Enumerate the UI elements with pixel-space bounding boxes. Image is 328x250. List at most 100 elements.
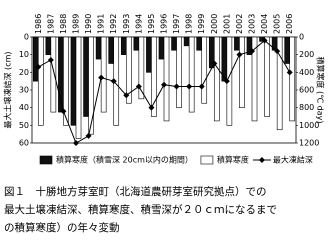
x-tick-label: 2003 — [248, 14, 257, 34]
marker — [186, 83, 193, 90]
y-tick-label: 0 — [24, 33, 29, 42]
bar — [188, 36, 195, 113]
legend-label: 最大凍結深 — [273, 155, 313, 165]
bar — [120, 36, 127, 55]
legend-label: 積算寒度（積雪深 20cm以内の期間） — [56, 155, 193, 165]
marker — [161, 81, 167, 88]
bar — [251, 36, 258, 122]
x-tick-label: 1986 — [34, 14, 43, 34]
y-tick-label: 30 — [19, 86, 29, 95]
marker — [47, 56, 54, 63]
x-tick-label: 2002 — [235, 14, 244, 34]
y-tick-label: 10 — [19, 50, 29, 59]
caption: 最大土壌凍結深、積算寒度、積雪深が２０ｃｍになるまで — [4, 203, 277, 216]
y2-tick-label: 400 — [299, 68, 314, 77]
marker — [274, 48, 281, 55]
bar — [32, 36, 39, 82]
marker — [173, 83, 180, 90]
marker — [286, 69, 293, 76]
marker — [98, 74, 105, 81]
marker — [73, 140, 79, 146]
marker — [236, 51, 243, 58]
bar — [271, 36, 278, 51]
bar — [151, 36, 157, 117]
x-tick-label: 1987 — [46, 14, 55, 34]
bar — [213, 36, 220, 122]
y2-tick-label: 600 — [299, 86, 314, 95]
bar — [88, 36, 94, 135]
bar — [138, 36, 145, 100]
bar — [183, 36, 190, 47]
x-tick-label: 1999 — [197, 14, 206, 34]
x-tick-label: 1994 — [134, 14, 143, 34]
x-tick-label: 2001 — [222, 14, 231, 34]
x-tick-label: 1992 — [109, 14, 118, 34]
x-tick-label: 2000 — [210, 14, 219, 34]
legend-label: 積算寒度 — [217, 155, 249, 165]
bar — [201, 36, 208, 104]
bar — [37, 36, 44, 126]
bar — [50, 36, 57, 113]
bar — [108, 36, 115, 64]
marker — [135, 83, 142, 90]
x-tick-label: 1997 — [172, 14, 181, 34]
legend-swatch — [39, 155, 53, 165]
marker — [60, 108, 67, 115]
marker — [85, 132, 92, 139]
marker — [123, 92, 130, 99]
bar — [234, 36, 240, 51]
bar — [63, 36, 69, 126]
y2-tick-label: 1000 — [299, 121, 319, 130]
x-tick-label: 2005 — [273, 14, 282, 34]
x-tick-label: 1993 — [122, 14, 131, 34]
caption: 図１ 十勝地方芽室町（北海道農研芽室研究拠点）での — [4, 185, 267, 198]
x-tick-label: 1998 — [185, 14, 194, 34]
y2-tick-label: 1200 — [299, 139, 319, 148]
marker — [110, 78, 117, 85]
y-tick-label: 20 — [19, 68, 29, 77]
y2-tick-label: 800 — [299, 103, 314, 112]
bar — [125, 36, 132, 104]
marker — [35, 64, 42, 71]
marker — [223, 78, 230, 85]
bar — [176, 36, 182, 108]
x-tick-label: 1989 — [72, 14, 81, 34]
legend-swatch — [258, 157, 265, 163]
bar — [284, 36, 291, 64]
y2-tick-label: 200 — [299, 50, 314, 59]
x-tick-label: 1988 — [59, 14, 68, 34]
x-tick-label: 2006 — [285, 14, 294, 34]
bar — [196, 36, 203, 51]
bar — [264, 36, 270, 117]
bar — [158, 36, 165, 60]
bar — [133, 36, 140, 51]
x-tick-label: 2004 — [260, 14, 269, 34]
y-tick-label: 60 — [19, 139, 29, 148]
marker — [211, 60, 218, 67]
marker — [261, 37, 268, 44]
bar — [95, 36, 102, 60]
bar — [75, 36, 82, 139]
bar — [239, 36, 245, 108]
y-tick-label: 40 — [19, 103, 29, 112]
marker — [198, 83, 205, 90]
bar — [163, 36, 170, 122]
y-tick-label: 50 — [19, 121, 29, 130]
x-tick-label: 1991 — [97, 14, 106, 34]
legend-swatch — [200, 155, 214, 165]
x-tick-label: 1996 — [160, 14, 169, 34]
bar — [70, 36, 77, 126]
marker — [249, 48, 255, 55]
x-tick-label: 1995 — [147, 14, 156, 34]
bar — [100, 36, 107, 113]
bar — [45, 36, 52, 55]
bar — [171, 36, 177, 51]
bar — [289, 36, 296, 122]
bar — [276, 36, 283, 131]
y2-axis-label: 積算寒度 (℃ day) — [316, 56, 326, 123]
bar — [146, 36, 152, 73]
caption: の積算寒度）の年々変動 — [4, 221, 120, 234]
y2-tick-label: 0 — [299, 33, 304, 42]
x-tick-label: 1990 — [84, 14, 93, 34]
